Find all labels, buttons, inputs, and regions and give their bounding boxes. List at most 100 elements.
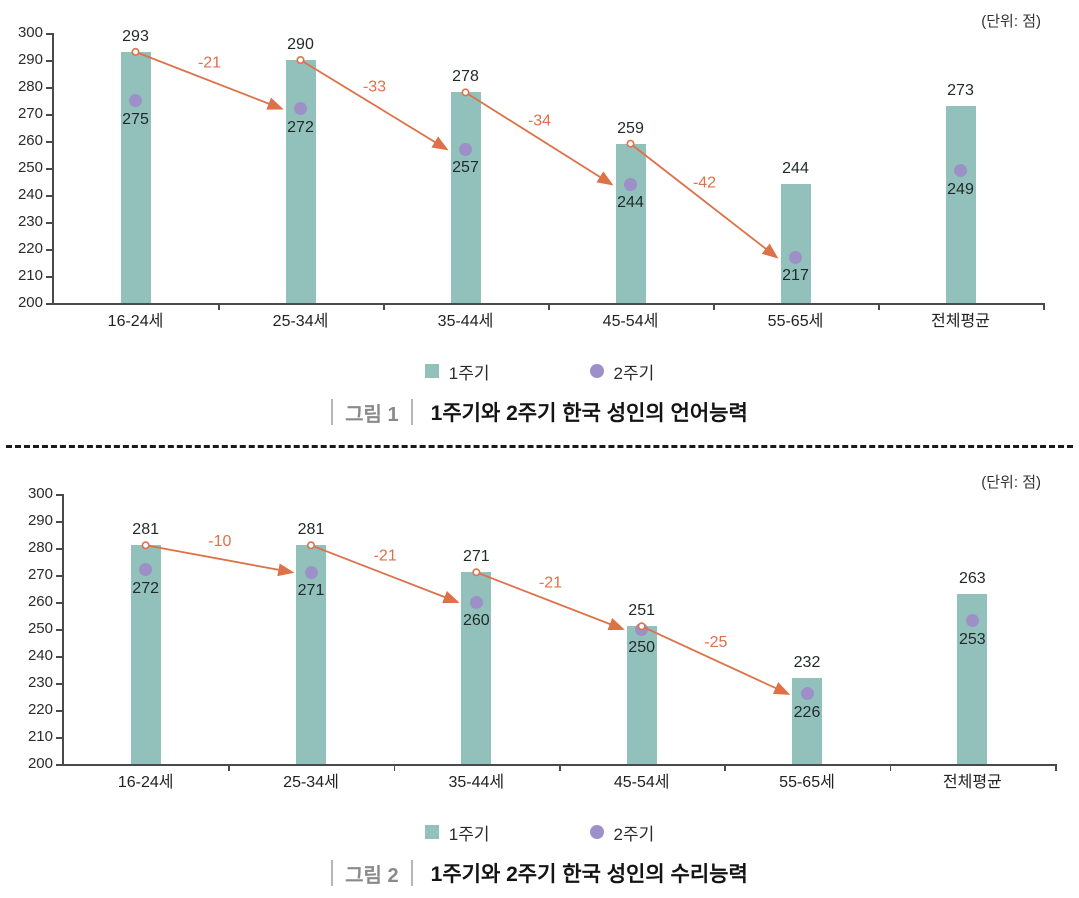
y-axis-tick-label: 210 [17,267,43,284]
diff-arrow-label: -21 [539,575,562,592]
dot-value-label: 253 [958,630,986,648]
cycle1-bar [780,184,811,303]
x-tick [393,764,396,771]
x-tick [1043,303,1045,310]
figure2-caption-label: 그림 2 [345,864,399,887]
x-tick [548,303,550,310]
dot-value-label: 271 [297,582,325,600]
diff-arrow-origin-ring [626,139,635,148]
category-label: 전체평균 [931,313,990,330]
bar-value-label: 251 [628,602,655,620]
category-label: 16-24세 [107,313,164,330]
caption-divider-bar [410,399,413,425]
dot-value-label: 272 [287,118,314,136]
cycle2-dot [800,687,814,701]
caption-divider-bar [331,860,334,886]
y-tick [56,737,62,739]
category-label: 16-24세 [117,774,174,791]
cycle1-bar [296,545,326,764]
cycle2-dot [294,102,307,116]
diff-arrow-label: -10 [208,533,231,550]
diff-arrow-origin-ring [296,55,305,64]
cycle2-dot [965,614,979,628]
y-axis-tick-label: 290 [27,512,53,529]
bar-value-label: 293 [122,27,149,45]
bar-value-label: 273 [947,81,974,99]
y-tick [46,33,52,35]
legend-label-cycle1: 1주기 [448,824,490,844]
legend-item-cycle2: 2주기 [589,359,655,384]
dot-value-label: 244 [617,194,644,212]
figure2-caption: 그림 2 1주기와 2주기 한국 성인의 수리능력 [0,856,1079,890]
figure2-caption-title: 1주기와 2주기 한국 성인의 수리능력 [430,863,748,886]
x-tick [724,764,726,771]
diff-arrow [476,571,625,631]
y-axis-line [62,494,64,765]
figure2-legend: 1주기 2주기 [0,818,1079,846]
y-axis-tick-label: 240 [17,186,43,203]
figure1-caption-title: 1주기와 2주기 한국 성인의 언어능력 [430,402,748,425]
diff-arrow [310,544,460,604]
diff-arrow [641,625,791,695]
cycle1-swatch-icon [424,364,439,378]
y-axis-tick-label: 230 [17,213,43,230]
y-axis-tick-label: 200 [27,755,53,772]
y-tick [56,656,62,658]
y-axis-tick-label: 260 [17,132,43,149]
y-axis-tick-label: 230 [27,674,53,691]
dot-value-label: 272 [132,579,159,597]
diff-arrows-layer: -21 -33 -34 -42 [131,47,779,259]
y-axis-tick-label: 210 [27,728,53,745]
dot-value-label: 249 [947,180,974,198]
bar-value-label: 263 [958,569,986,587]
legend-label-cycle2: 2주기 [613,363,655,383]
figure2-chart: (단위: 점) 200 210 220 230 240 250 260 270 280 290 30… [0,461,1079,796]
y-axis-tick-label: 220 [17,240,43,257]
y-axis-tick-label: 240 [27,647,53,664]
y-tick [46,303,52,305]
cycle2-dot-icon [589,825,604,839]
diff-arrow-label: -33 [363,79,386,96]
dot-value-label: 217 [782,267,809,285]
bar-value-label: 244 [782,160,809,178]
bar-value-label: 290 [287,36,314,53]
y-axis-tick-label: 270 [27,566,53,583]
caption-divider-bar [410,860,413,886]
bar-value-label: 259 [617,119,644,137]
diff-arrow-label: -25 [704,634,727,651]
diff-arrows-layer: -10 -21 -21 -25 [141,533,791,695]
legend-item-cycle2: 2주기 [589,820,655,845]
y-axis-tick-label: 250 [27,620,53,637]
y-tick [56,602,62,604]
diff-arrow-origin-ring [461,88,470,97]
legend-item-cycle1: 1주기 [424,820,490,845]
y-tick [46,222,52,224]
cycle2-dot [469,595,483,609]
bar-value-label: 271 [462,548,490,566]
cycle2-dot-icon [589,364,604,378]
cycle1-bar [626,626,657,764]
y-tick [46,60,52,62]
caption-divider-bar [331,399,334,425]
diff-arrow-origin-ring [637,622,646,631]
category-label: 35-44세 [437,313,494,330]
diff-arrow-origin-ring [141,541,150,550]
y-tick [56,710,62,712]
y-axis-tick-label: 270 [17,105,43,122]
unit-label: (단위: 점) [981,474,1041,491]
x-tick [218,303,220,310]
cycle1-swatch-icon [424,825,439,839]
category-label: 전체평균 [942,774,1002,791]
y-tick [56,494,62,496]
legend-label-cycle2: 2주기 [613,824,655,844]
y-tick [56,575,62,577]
y-tick [46,249,52,251]
x-tick [383,303,385,310]
diff-arrow [465,91,614,186]
dot-value-label: 226 [793,703,821,721]
category-label: 25-34세 [283,774,339,791]
y-axis-tick-label: 260 [27,593,53,610]
cycle2-dot [139,563,153,577]
bar-value-label: 232 [793,653,821,671]
cycle1-bar [130,545,161,764]
